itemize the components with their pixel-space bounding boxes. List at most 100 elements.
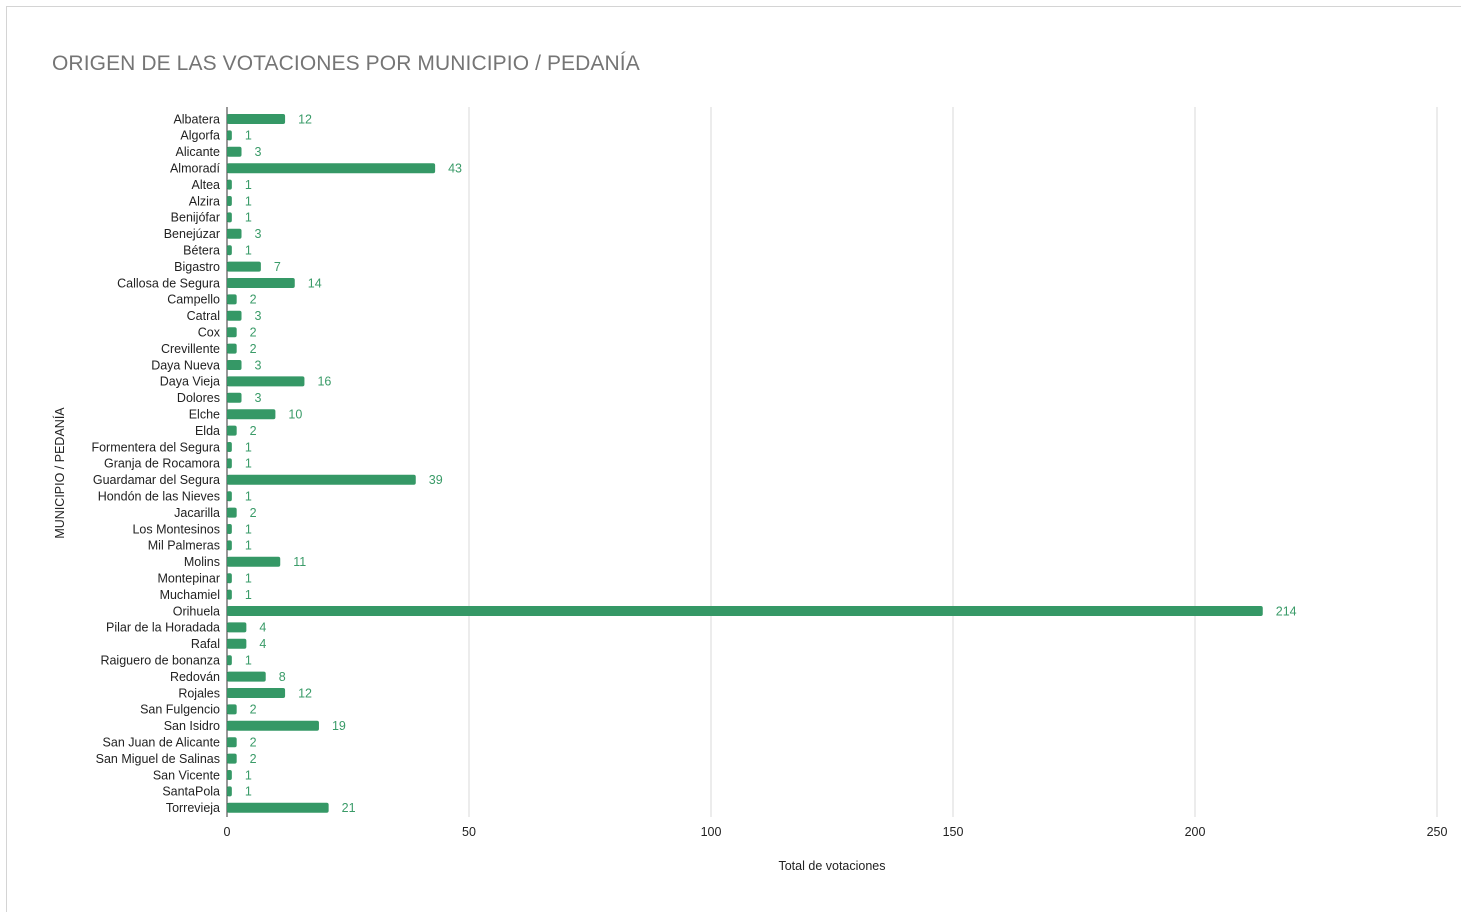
value-label: 214	[1276, 604, 1297, 618]
bar	[227, 491, 232, 502]
category-label: Algorfa	[180, 129, 220, 143]
bar	[227, 212, 232, 223]
value-label: 1	[245, 539, 252, 553]
bar	[227, 442, 232, 452]
bar	[227, 655, 232, 666]
bar	[227, 753, 237, 764]
bar	[227, 507, 237, 518]
category-label: San Vicente	[153, 768, 220, 782]
value-label: 7	[274, 260, 281, 274]
bar	[227, 786, 232, 797]
value-label: 2	[250, 752, 257, 766]
category-label: Elche	[189, 408, 220, 422]
category-label: Jacarilla	[174, 506, 220, 520]
bar	[227, 425, 237, 436]
value-label: 2	[250, 703, 257, 717]
category-label: Campello	[167, 293, 220, 307]
value-label: 1	[245, 194, 252, 208]
value-label: 12	[298, 112, 312, 126]
value-label: 3	[255, 309, 262, 323]
value-label: 11	[293, 555, 306, 569]
category-label: Daya Vieja	[160, 375, 220, 389]
category-label: Guardamar del Segura	[93, 473, 220, 487]
value-label: 8	[279, 670, 286, 684]
x-tick-label: 200	[1185, 825, 1206, 839]
category-label: Muchamiel	[160, 588, 220, 602]
category-label: Molins	[184, 555, 220, 569]
value-label: 1	[245, 129, 252, 143]
value-label: 1	[245, 211, 252, 225]
bar	[227, 228, 242, 239]
value-label: 3	[255, 227, 262, 241]
category-label: Dolores	[177, 391, 220, 405]
value-label: 2	[250, 293, 257, 307]
value-label: 1	[245, 572, 252, 586]
bar	[227, 146, 242, 157]
bar	[227, 409, 276, 420]
category-label: Orihuela	[173, 604, 220, 618]
x-tick-labels: 0 50 100 150 200 250	[224, 825, 1448, 839]
bar	[227, 261, 261, 272]
category-label: Daya Nueva	[151, 358, 220, 372]
value-label: 2	[250, 736, 257, 750]
bar	[227, 294, 237, 305]
category-label: Rojales	[178, 686, 220, 700]
value-label: 2	[250, 326, 257, 340]
value-label: 1	[245, 178, 252, 192]
bar	[227, 556, 281, 567]
bar	[227, 589, 232, 600]
value-label: 2	[250, 506, 257, 520]
category-label: San Isidro	[164, 719, 220, 733]
category-label: Crevillente	[161, 342, 220, 356]
category-label: Catral	[187, 309, 220, 323]
bar	[227, 114, 286, 124]
value-label: 1	[245, 522, 252, 536]
category-label: Mil Palmeras	[148, 539, 220, 553]
value-label: 10	[288, 408, 302, 422]
value-label: 1	[245, 440, 252, 454]
bar	[227, 524, 232, 534]
bar	[227, 688, 286, 698]
bar	[227, 638, 247, 649]
bar	[227, 802, 329, 813]
value-label: 3	[255, 145, 262, 159]
value-label: 3	[255, 391, 262, 405]
category-label: San Juan de Alicante	[103, 736, 220, 750]
bar	[227, 720, 319, 731]
bar	[227, 278, 295, 288]
bar	[227, 130, 232, 141]
bar	[227, 179, 232, 190]
category-label: Raiguero de bonanza	[100, 654, 220, 668]
category-label: Hondón de las Nieves	[98, 490, 220, 504]
bars	[227, 114, 1263, 813]
category-label: Granja de Rocamora	[104, 457, 220, 471]
category-label: Almoradí	[170, 162, 221, 176]
value-label: 4	[259, 637, 266, 651]
category-label: Montepinar	[157, 572, 220, 586]
category-label: Cox	[198, 326, 221, 340]
value-label: 1	[245, 654, 252, 668]
bar	[227, 770, 232, 780]
bar	[227, 245, 232, 256]
category-label: Pilar de la Horadada	[106, 621, 220, 635]
category-label: Benejúzar	[164, 227, 220, 241]
category-label: Callosa de Segura	[117, 276, 220, 290]
category-label: Alzira	[189, 194, 220, 208]
bar	[227, 704, 237, 715]
value-label: 21	[342, 801, 356, 815]
category-label: Formentera del Segura	[91, 440, 220, 454]
value-label: 12	[298, 686, 312, 700]
value-label: 39	[429, 473, 443, 487]
category-label: Benijófar	[171, 211, 220, 225]
bar	[227, 671, 266, 682]
bar	[227, 343, 237, 354]
bar	[227, 310, 242, 321]
category-labels: Albatera Algorfa Alicante Almoradí Altea Alzi…	[91, 112, 220, 815]
value-label: 4	[259, 621, 266, 635]
bar	[227, 606, 1263, 616]
bar	[227, 540, 232, 551]
category-label: San Fulgencio	[140, 703, 220, 717]
gridlines	[226, 107, 1438, 817]
category-label: San Miguel de Salinas	[96, 752, 220, 766]
